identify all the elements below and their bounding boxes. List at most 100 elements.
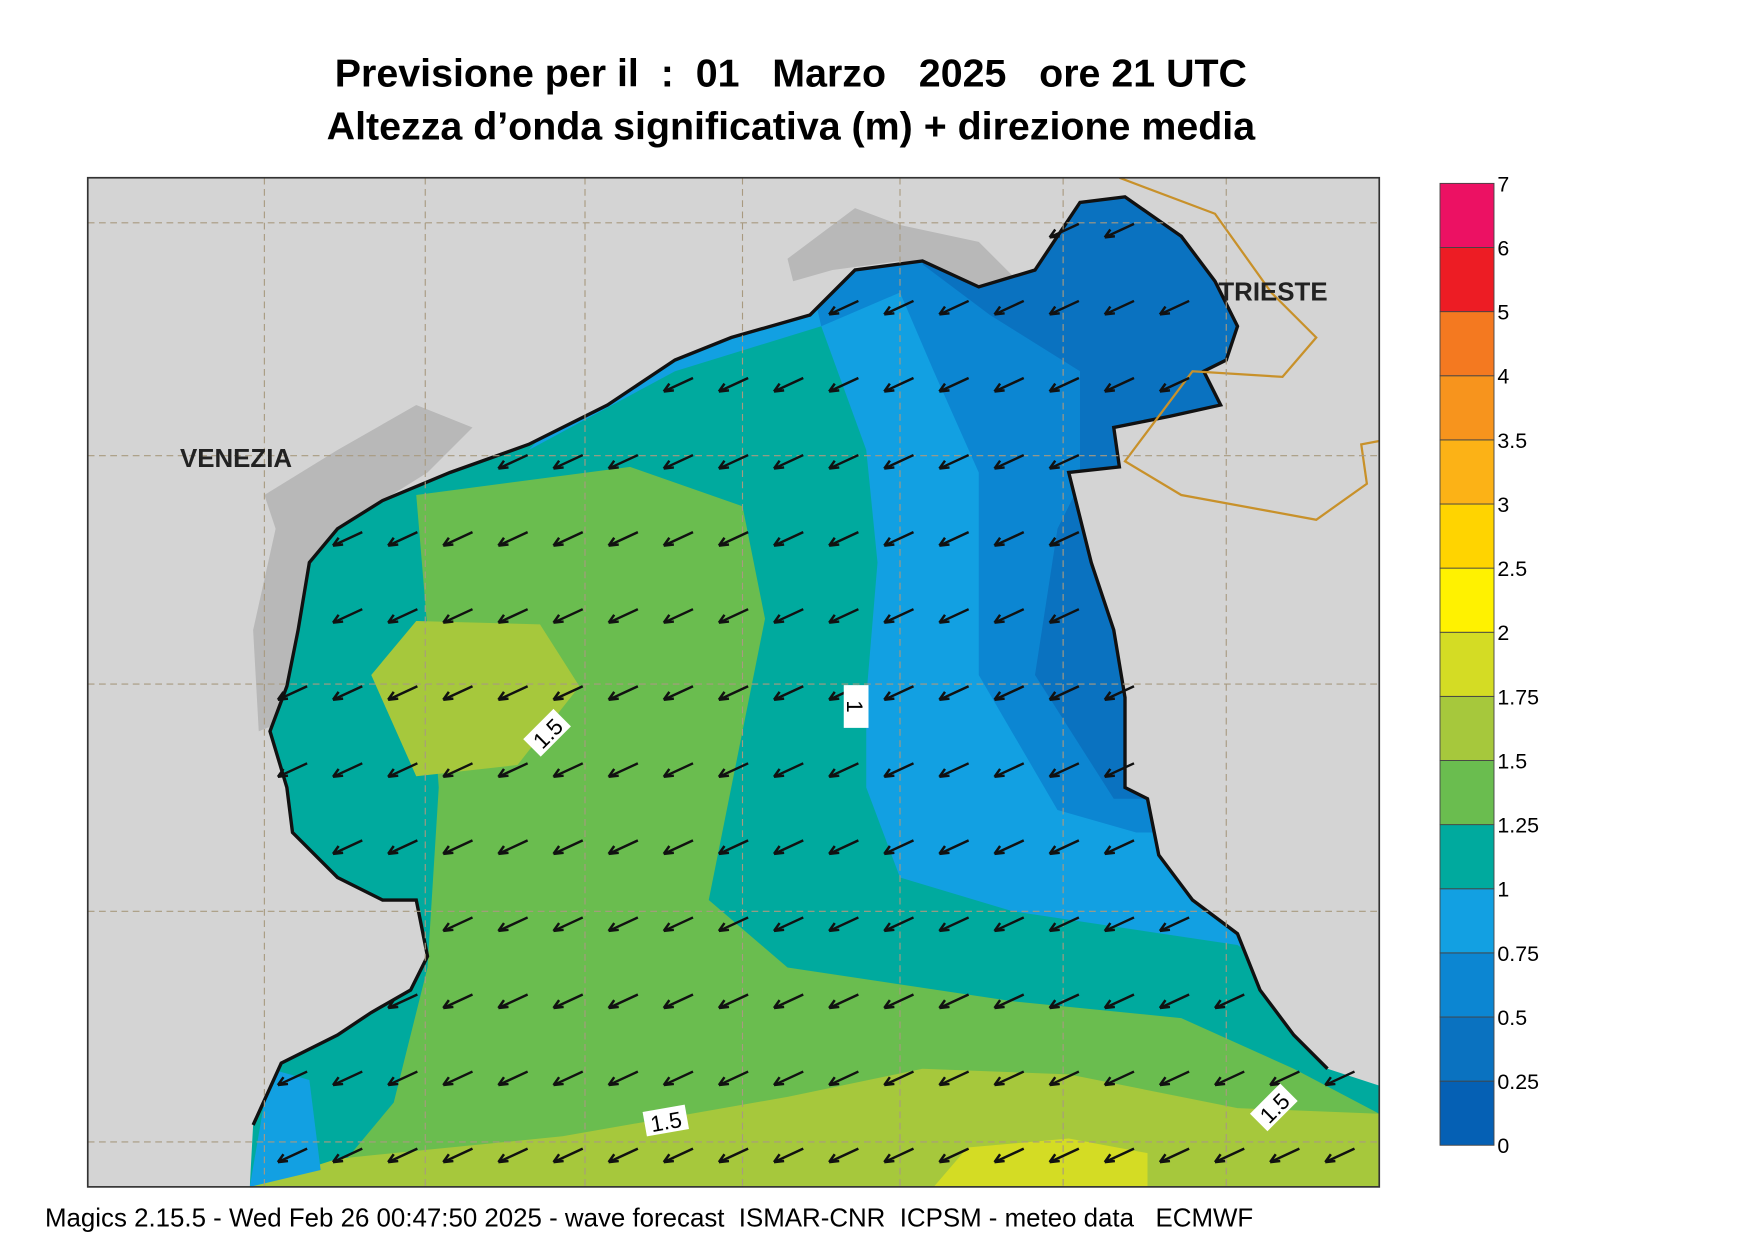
arrow xyxy=(387,531,418,547)
arrow xyxy=(1048,531,1080,547)
arrow xyxy=(828,916,859,933)
arrow xyxy=(1103,1070,1135,1087)
arrow xyxy=(552,608,584,624)
contour-labels: 1.511.5 1.5 xyxy=(523,685,1298,1137)
arrow xyxy=(1103,1147,1135,1164)
arrow xyxy=(772,376,804,393)
arrow xyxy=(883,531,915,547)
arrow xyxy=(938,762,970,779)
arrow xyxy=(442,762,474,779)
arrow xyxy=(883,299,915,316)
arrow xyxy=(1213,1147,1245,1164)
arrow xyxy=(331,1147,363,1164)
arrow xyxy=(387,608,418,624)
arrow xyxy=(1158,1147,1190,1164)
colorbar-band xyxy=(1439,695,1495,761)
colorbar: 0 0.25 0.5 0.75 1 1.25 1.5 1.75 2 2.5 3 3.5 4 5 6 7 xyxy=(1439,172,1539,1158)
arrow xyxy=(993,1147,1025,1164)
arrow xyxy=(1048,916,1080,933)
colorbar-band xyxy=(1439,952,1495,1018)
arrow xyxy=(717,453,749,470)
arrow xyxy=(938,531,970,547)
arrow xyxy=(497,916,529,933)
arrow xyxy=(883,685,915,701)
arrow xyxy=(828,839,859,856)
arrow xyxy=(387,685,418,701)
arrow xyxy=(1048,1147,1080,1164)
arrow xyxy=(717,762,749,779)
arrow xyxy=(938,993,970,1010)
arrow xyxy=(938,299,970,316)
border xyxy=(1118,177,1380,521)
arrow xyxy=(828,299,859,316)
arrow xyxy=(883,1147,915,1164)
arrow xyxy=(552,1070,584,1087)
arrow xyxy=(552,531,584,547)
colorbar-label: 2.5 xyxy=(1497,557,1527,581)
contour-label: 1 xyxy=(842,685,869,728)
colorbar-band xyxy=(1439,760,1495,826)
arrow xyxy=(552,762,584,779)
arrow xyxy=(828,608,859,624)
band-0.75-1-patch xyxy=(249,1068,321,1187)
place-label: VENEZIA xyxy=(180,445,292,473)
arrow xyxy=(1103,376,1135,393)
arrow xyxy=(1158,376,1190,393)
arrow xyxy=(772,608,804,624)
arrow xyxy=(717,1147,749,1164)
arrow xyxy=(607,685,639,701)
colorbar-label: 2 xyxy=(1497,621,1509,645)
arrow xyxy=(1048,376,1080,393)
arrow xyxy=(883,608,915,624)
arrow xyxy=(993,608,1025,624)
arrow xyxy=(442,531,474,547)
colorbar-label: 1 xyxy=(1497,878,1509,902)
arrow xyxy=(993,685,1025,701)
arrow xyxy=(883,453,915,470)
contour-label-text: 1.5 xyxy=(648,1107,683,1137)
arrow xyxy=(607,531,639,547)
arrow xyxy=(662,1147,694,1164)
arrow xyxy=(717,376,749,393)
arrow xyxy=(828,1147,859,1164)
arrow xyxy=(662,1070,694,1087)
colorbar-band xyxy=(1439,375,1495,441)
arrow xyxy=(331,762,363,779)
arrow xyxy=(607,762,639,779)
arrow xyxy=(1048,839,1080,856)
arrow xyxy=(993,299,1025,316)
arrow xyxy=(772,1147,804,1164)
arrow xyxy=(331,839,363,856)
arrow xyxy=(607,839,639,856)
arrow xyxy=(442,1070,474,1087)
arrow xyxy=(993,916,1025,933)
arrow xyxy=(276,1070,308,1087)
arrow xyxy=(662,993,694,1010)
colorbar-label: 3 xyxy=(1497,493,1509,517)
arrow xyxy=(662,762,694,779)
contour-label: 1.5 xyxy=(642,1104,690,1137)
colorbar-label: 1.25 xyxy=(1497,814,1539,838)
arrow xyxy=(442,916,474,933)
arrow xyxy=(387,1147,418,1164)
contour-label-box xyxy=(523,708,571,757)
arrow xyxy=(1103,685,1135,701)
colorbar-label: 4 xyxy=(1497,365,1509,389)
arrow xyxy=(1158,1070,1190,1087)
colorbar-label: 0 xyxy=(1497,1134,1509,1158)
arrow xyxy=(717,531,749,547)
colorbar-band xyxy=(1439,567,1495,633)
arrow xyxy=(993,1070,1025,1087)
arrow xyxy=(1158,916,1190,933)
arrow xyxy=(828,453,859,470)
arrow xyxy=(1158,993,1190,1010)
arrow xyxy=(607,1070,639,1087)
arrow xyxy=(552,1147,584,1164)
arrow xyxy=(662,685,694,701)
colorbar-label: 1.5 xyxy=(1497,749,1527,773)
arrow xyxy=(883,376,915,393)
arrow xyxy=(1048,685,1080,701)
wave-direction-arrows xyxy=(276,222,1356,1164)
arrow xyxy=(387,993,418,1010)
